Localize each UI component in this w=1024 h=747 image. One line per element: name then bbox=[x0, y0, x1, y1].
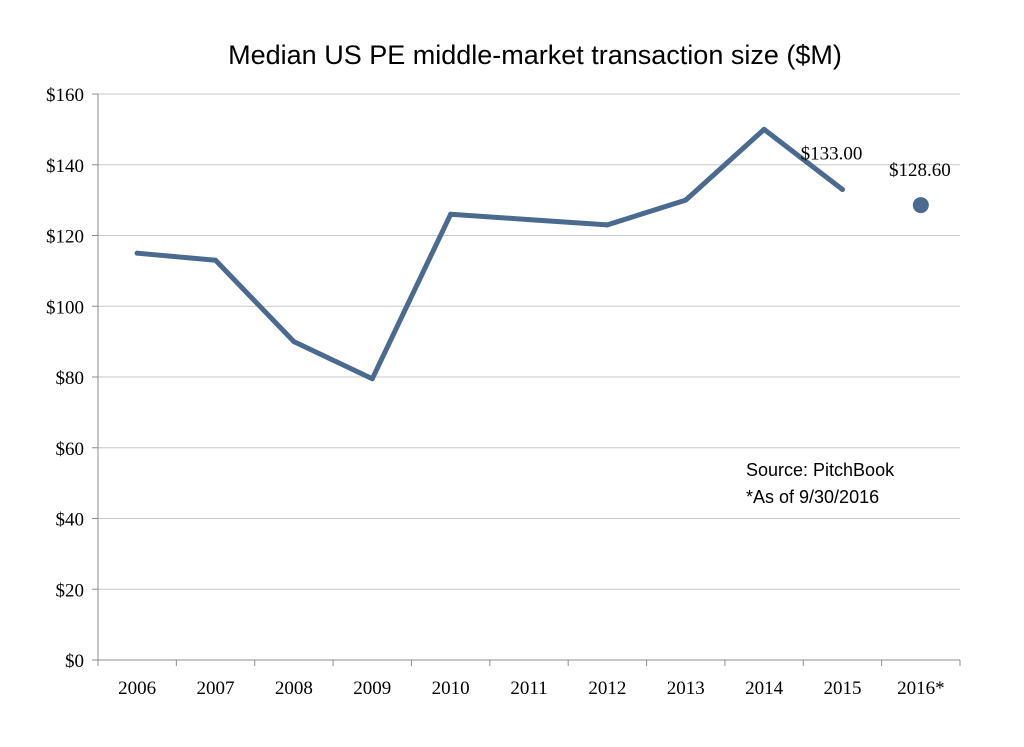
chart-title: Median US PE middle-market transaction s… bbox=[228, 40, 842, 70]
series-layer bbox=[134, 126, 929, 382]
y-tick-label: $140 bbox=[46, 156, 84, 177]
y-tick-label: $160 bbox=[46, 85, 84, 106]
x-tick-label: 2006 bbox=[118, 678, 156, 699]
series-point bbox=[213, 257, 219, 263]
separate-data-point bbox=[912, 197, 929, 214]
source-annotation: Source: PitchBook bbox=[746, 460, 895, 480]
axes bbox=[92, 93, 961, 666]
data-labels: $133.00 $128.60 bbox=[801, 144, 951, 182]
x-tick-label: 2014 bbox=[745, 678, 784, 699]
x-tick-label: 2016* bbox=[897, 678, 945, 699]
series-point bbox=[448, 211, 454, 217]
x-tick-label: 2011 bbox=[510, 678, 547, 699]
x-tick-label: 2007 bbox=[197, 678, 235, 699]
series-point bbox=[134, 250, 140, 256]
series-point bbox=[604, 222, 610, 228]
x-tick-label: 2012 bbox=[588, 678, 626, 699]
as-of-annotation: *As of 9/30/2016 bbox=[746, 487, 879, 507]
data-label: $128.60 bbox=[889, 160, 951, 181]
series-line bbox=[134, 126, 845, 382]
y-tick-label: $0 bbox=[65, 651, 84, 672]
series-point bbox=[369, 376, 375, 382]
x-tick-label: 2015 bbox=[823, 678, 861, 699]
x-tick-label: 2008 bbox=[275, 678, 313, 699]
series-point bbox=[291, 339, 297, 345]
y-tick-labels: $0 $20 $40 $60 $80 $100 $120 $140 $160 bbox=[46, 85, 84, 672]
y-tick-label: $60 bbox=[56, 439, 85, 460]
y-tick-label: $120 bbox=[46, 227, 84, 248]
y-tick-label: $80 bbox=[56, 368, 85, 389]
x-tick-labels: 2006 2007 2008 2009 2010 2011 2012 2013 2014 2015… bbox=[118, 678, 944, 699]
source-note: Source: PitchBook *As of 9/30/2016 bbox=[746, 460, 895, 507]
x-tick-label: 2009 bbox=[353, 678, 391, 699]
x-tick-label: 2010 bbox=[432, 678, 470, 699]
series-point bbox=[526, 217, 532, 223]
x-tick-label: 2013 bbox=[667, 678, 705, 699]
y-tick-label: $100 bbox=[46, 297, 84, 318]
y-tick-label: $20 bbox=[56, 580, 85, 601]
data-label: $133.00 bbox=[801, 144, 863, 165]
series-point bbox=[761, 126, 767, 132]
y-tick-label: $40 bbox=[56, 510, 85, 531]
gridlines bbox=[98, 93, 960, 590]
series-point bbox=[839, 187, 845, 193]
series-point bbox=[683, 197, 689, 203]
